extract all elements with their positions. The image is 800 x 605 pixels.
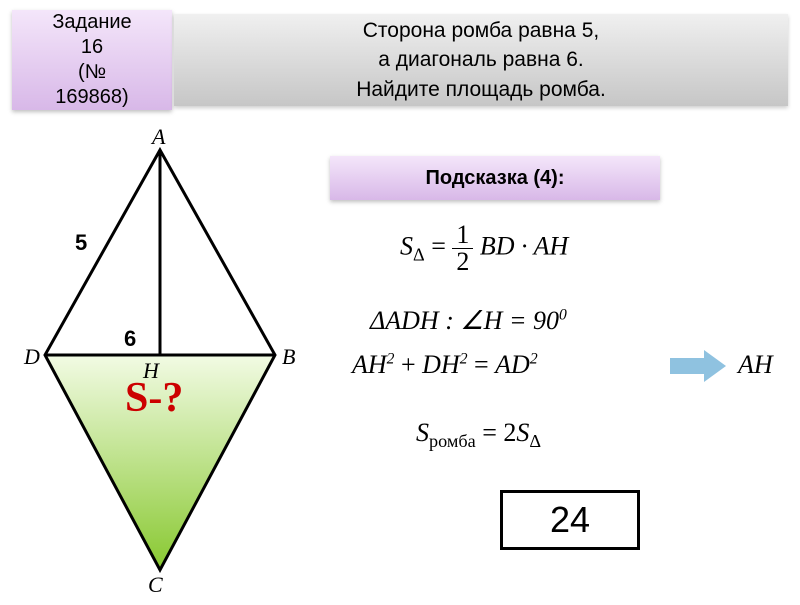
problem-box: Сторона ромба равна 5, а диагональ равна…: [174, 14, 788, 106]
task-line2: 16: [81, 36, 103, 58]
vertex-a: A: [152, 124, 165, 150]
vertex-d: D: [24, 344, 40, 370]
task-line3: (№: [78, 61, 106, 83]
task-line4: 169868): [55, 86, 128, 108]
rhombus-svg: [20, 130, 300, 600]
formula-rhombus-area: Sромба = 2SΔ: [416, 418, 541, 452]
task-box: Задание 16 (№ 169868): [12, 10, 172, 110]
problem-line2: а диагональ равна 6.: [378, 48, 584, 71]
formula-area-triangle: SΔ = 12 BD · AH: [400, 222, 568, 275]
vertex-b: B: [282, 344, 295, 370]
side-label: 5: [75, 230, 87, 256]
formula-triangle-right: ΔADH : ∠H = 900: [370, 306, 567, 336]
arrow-icon: [670, 348, 730, 384]
answer-value: 24: [550, 499, 590, 541]
vertex-c: C: [148, 572, 163, 598]
problem-line1: Сторона ромба равна 5,: [363, 19, 599, 42]
rhombus-diagram: A B C D H 5 6 S-?: [20, 130, 300, 600]
hint-box: Подсказка (4):: [330, 156, 660, 200]
answer-box: 24: [500, 490, 640, 550]
diag-label: 6: [124, 326, 136, 352]
task-line1: Задание: [52, 11, 131, 33]
unknown-label: S-?: [125, 374, 183, 422]
formula-pythagoras: AH2 + DH2 = AD2: [352, 350, 538, 380]
formula-ah-result: AH: [738, 350, 773, 380]
hint-text: Подсказка (4):: [426, 167, 565, 190]
problem-line3: Найдите площадь ромба.: [356, 78, 606, 101]
